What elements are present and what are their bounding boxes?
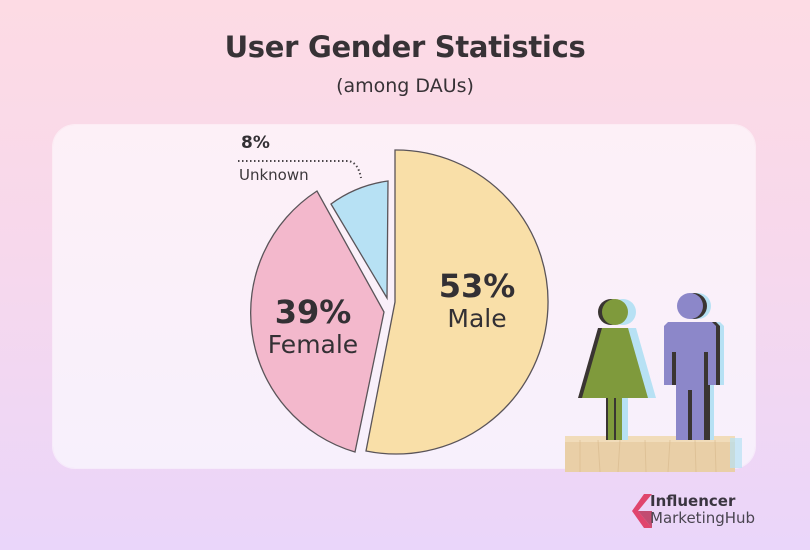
male-pct: 53% [438,267,516,305]
gender-figures-illustration [565,293,742,473]
brand-name-line1: Influencer [650,492,736,510]
pie-slice-unknown [330,180,389,301]
chart-title: User Gender Statistics [224,30,586,64]
male-label: 53% Male [422,268,532,334]
male-figure-icon [664,293,724,440]
brand-logo: Influencer MarketingHub [632,492,802,532]
brand-name-line2: MarketingHub [650,509,756,527]
pie-slice-female [250,190,385,453]
pie-slice-male [365,149,549,455]
chart-subtitle: (among DAUs) [336,75,474,97]
female-pct: 39% [274,293,352,331]
female-label: 39% Female [258,294,368,360]
wooden-block-icon [565,436,742,473]
unknown-name-label: Unknown [239,166,309,184]
unknown-pct-label: 8% [241,133,270,153]
brand-mark-icon [632,494,652,528]
female-name: Female [267,330,359,359]
male-name: Male [447,304,507,333]
female-figure-icon [578,299,656,440]
